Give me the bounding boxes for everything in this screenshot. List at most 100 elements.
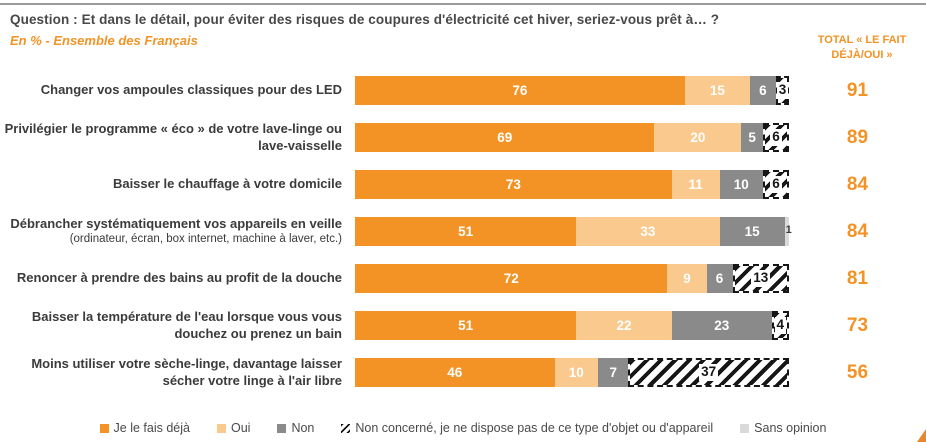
legend-label: Je le fais déjà	[113, 421, 190, 435]
bar-segment-value: 13	[751, 270, 771, 287]
bar-segment-value: 22	[616, 318, 632, 333]
row-bar: 69 20 5 6	[355, 123, 789, 152]
legend-item-non: Non	[277, 421, 314, 435]
row-sublabel: (ordinateur, écran, box internet, machin…	[69, 233, 342, 246]
bar-segment-value: 51	[458, 224, 474, 239]
bar-segment-value: 73	[505, 177, 521, 192]
bar-segment-nonconcerne: 3	[775, 76, 789, 105]
bar-segment-non: 23	[671, 311, 772, 340]
row-label: Renoncer à prendre des bains au profit d…	[0, 270, 355, 286]
bar-segment-deja: 51	[355, 311, 577, 340]
bar-segment-nonconcerne: 4	[771, 311, 789, 340]
chart-rows: Changer vos ampoules classiques pour des…	[0, 67, 926, 396]
bar-segment-deja: 69	[355, 123, 655, 152]
bar-segment-value: 10	[733, 177, 749, 192]
legend-label: Non concerné, je ne dispose pas de ce ty…	[355, 421, 714, 435]
chart-row: Privilégier le programme « éco » de votr…	[0, 114, 926, 161]
row-label: Privilégier le programme « éco » de votr…	[0, 121, 355, 154]
chart-row: Moins utiliser votre sèche-linge, davant…	[0, 349, 926, 396]
bar-segment-nonconcerne: 37	[628, 358, 789, 387]
bar-segment-non: 10	[719, 170, 763, 199]
bar-segment-oui: 22	[576, 311, 672, 340]
row-bar: 73 11 10 6	[355, 170, 789, 199]
bar-segment-value: 1	[785, 224, 792, 236]
bar-segment-value: 15	[709, 83, 725, 98]
bar-segment-oui: 9	[667, 264, 707, 293]
bar-segment-oui: 10	[554, 358, 599, 387]
subheader-row: En % - Ensemble des Français TOTAL « LE …	[10, 33, 914, 65]
top-divider	[0, 3, 926, 5]
bar-segment-value: 51	[458, 318, 474, 333]
bar-segment-value: 6	[715, 271, 724, 286]
bar-segment-value: 15	[744, 224, 760, 239]
bar-segment-oui: 33	[576, 217, 720, 246]
row-label: Baisser la température de l'eau lorsque …	[0, 309, 355, 342]
bar-segment-value: 33	[640, 224, 656, 239]
row-label-text: Baisser la température de l'eau lorsque …	[31, 309, 342, 341]
chart-row: Changer vos ampoules classiques pour des…	[0, 67, 926, 114]
row-bar: 51 22 23 4	[355, 311, 789, 340]
chart-legend: Je le fais déjà Oui Non Non concerné, je ne…	[0, 421, 926, 435]
legend-swatch-sansopinion	[740, 423, 750, 433]
row-label-text: Moins utiliser votre sèche-linge, davant…	[31, 356, 342, 388]
legend-item-sansopinion: Sans opinion	[740, 421, 826, 435]
row-total: 91	[846, 79, 869, 101]
row-total: 89	[846, 126, 869, 148]
row-bar: 51 33 15 1	[355, 217, 792, 246]
bar-segment-deja: 46	[355, 358, 555, 387]
legend-swatch-non	[277, 423, 287, 433]
row-label: Moins utiliser votre sèche-linge, davant…	[0, 356, 355, 389]
bar-segment-value: 10	[568, 365, 584, 380]
bar-segment-value: 72	[503, 271, 519, 286]
row-label-text: Débrancher systématiquement vos appareil…	[10, 216, 342, 232]
bar-segment-nonconcerne: 6	[762, 123, 789, 152]
bar-segment-value: 20	[690, 130, 706, 145]
bar-segment-value: 3	[776, 82, 789, 99]
legend-item-deja: Je le fais déjà	[99, 421, 190, 435]
chart-row: Débrancher systématiquement vos appareil…	[0, 208, 926, 255]
legend-swatch-oui	[216, 423, 226, 433]
bar-segment-oui: 20	[654, 123, 742, 152]
bar-segment-deja: 51	[355, 217, 577, 246]
bar-segment-value: 23	[714, 318, 730, 333]
bar-segment-nonconcerne: 13	[732, 264, 789, 293]
row-label: Débrancher systématiquement vos appareil…	[0, 216, 355, 247]
bar-segment-value: 6	[770, 129, 782, 146]
bar-segment-sansopinion: 1	[784, 217, 792, 246]
legend-label: Oui	[230, 421, 251, 435]
bar-segment-value: 37	[699, 364, 719, 381]
total-column-header: TOTAL « LE FAIT DÉJÀ/OUI »	[817, 34, 907, 61]
row-label-text: Renoncer à prendre des bains au profit d…	[16, 270, 342, 286]
bar-segment-non: 6	[706, 264, 733, 293]
chart-row: Renoncer à prendre des bains au profit d…	[0, 255, 926, 302]
bar-segment-oui: 15	[684, 76, 750, 105]
row-bar: 46 10 7 37	[355, 358, 789, 387]
legend-swatch-deja	[99, 423, 109, 433]
bar-segment-non: 5	[741, 123, 763, 152]
chart-row: Baisser le chauffage à votre domicile 73…	[0, 161, 926, 208]
bar-segment-oui: 11	[671, 170, 720, 199]
bar-segment-value: 76	[512, 83, 528, 98]
legend-label: Non	[291, 421, 315, 435]
bar-segment-deja: 72	[355, 264, 668, 293]
row-label-text: Baisser le chauffage à votre domicile	[112, 176, 342, 192]
bar-segment-value: 4	[774, 317, 787, 334]
row-total: 56	[846, 361, 869, 383]
bar-segment-non: 15	[719, 217, 785, 246]
bar-segment-non: 7	[598, 358, 629, 387]
legend-item-nonconcerne: Non concerné, je ne dispose pas de ce ty…	[341, 421, 713, 435]
bar-segment-non: 6	[749, 76, 776, 105]
bar-segment-value: 5	[748, 130, 756, 145]
row-label: Changer vos ampoules classiques pour des…	[0, 82, 355, 98]
row-total: 81	[846, 267, 869, 289]
row-label-text: Changer vos ampoules classiques pour des…	[40, 82, 342, 98]
chart-header: Question : Et dans le détail, pour évite…	[0, 5, 926, 65]
legend-label: Sans opinion	[754, 421, 827, 435]
bar-segment-value: 11	[688, 177, 703, 192]
bar-segment-value: 46	[447, 365, 463, 380]
question-title: Question : Et dans le détail, pour évite…	[10, 12, 720, 27]
bar-segment-value: 6	[759, 83, 767, 98]
corner-logo-decoration	[917, 429, 926, 442]
chart-subtitle: En % - Ensemble des Français	[10, 33, 198, 48]
row-total: 84	[846, 220, 869, 242]
